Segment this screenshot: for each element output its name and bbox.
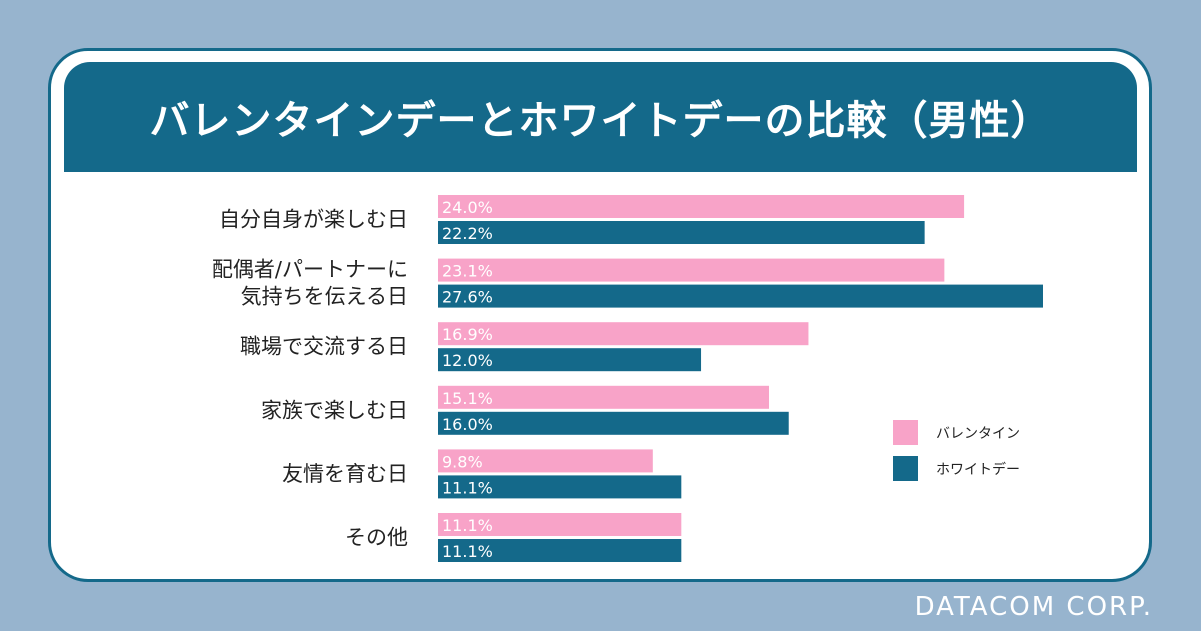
bar-whiteday [438,539,682,562]
bar-whiteday [438,475,682,499]
legend-label: バレンタイン [936,426,1020,442]
legend-label: ホワイトデー [936,461,1020,478]
category-label: 配偶者/パートナーに [212,258,408,282]
value-label: 11.1% [442,516,493,535]
value-label: 9.8% [442,452,483,471]
value-label: 23.1% [442,262,493,281]
value-label: 27.6% [442,288,493,307]
bar-valentine [438,322,809,346]
bar-valentine [438,513,682,536]
title-band: バレンタインデーとホワイトデーの比較（男性） [64,62,1137,172]
brand-logo: DATACOM CORP. [914,592,1153,622]
category-label: 友情を育む日 [282,462,408,486]
bar-whiteday [438,221,925,244]
bar-whiteday [438,284,1043,308]
bar-valentine [438,195,965,218]
bar-valentine [438,385,769,409]
bar-whiteday [438,348,702,372]
legend-swatch [893,420,918,445]
category-label: 気持ちを伝える日 [241,285,408,309]
value-label: 16.0% [442,415,493,434]
value-label: 22.2% [442,224,493,243]
chart-title: バレンタインデーとホワイトデーの比較（男性） [149,98,1052,144]
legend-swatch [893,456,918,481]
category-label: その他 [345,526,408,550]
category-label: 職場で交流する日 [240,335,408,359]
bar-whiteday [438,411,789,435]
category-label: 家族で楽しむ日 [261,398,408,422]
value-label: 24.0% [442,198,493,217]
value-label: 15.1% [442,389,493,408]
value-label: 11.1% [442,542,493,561]
bar-valentine [438,449,653,473]
value-label: 11.1% [442,478,493,497]
category-label: 自分自身が楽しむ日 [219,208,408,232]
value-label: 16.9% [442,325,493,344]
value-label: 12.0% [442,351,493,370]
bar-valentine [438,258,945,282]
